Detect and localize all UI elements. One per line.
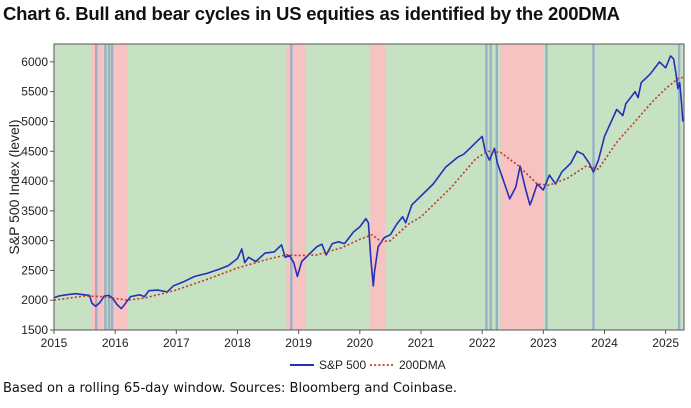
x-tick-label: 2022 <box>469 336 496 350</box>
y-tick-label: 6000 <box>21 55 48 69</box>
regime-shading <box>54 44 684 330</box>
legend-label-200dma: 200DMA <box>399 358 446 372</box>
chart: 1500 2000 2500 3000 3500 4000 4500 5000 5500 6000… <box>6 43 685 372</box>
transition-marker-5 <box>290 44 293 330</box>
x-tick-label: 2021 <box>408 336 435 350</box>
bear-regime-3 <box>286 44 306 330</box>
x-tick-label: 2025 <box>652 336 679 350</box>
x-tick-label: 2016 <box>102 336 129 350</box>
y-tick-label: 2000 <box>21 293 48 307</box>
series-lines <box>53 55 684 310</box>
legend: S&P 500 200DMA <box>290 358 446 372</box>
plot-frame <box>53 43 685 331</box>
x-tick-label: 2024 <box>591 336 618 350</box>
y-tick-label: 1500 <box>21 323 48 337</box>
chart-title: Chart 6. Bull and bear cycles in US equi… <box>3 3 620 24</box>
x-tick-label: 2023 <box>530 336 557 350</box>
bear-regime-4 <box>370 44 386 330</box>
y-tick-label: 4500 <box>21 144 48 158</box>
transition-marker-3 <box>107 44 111 330</box>
y-tick-label: 4000 <box>21 174 48 188</box>
source-note: Based on a rolling 65-day window. Source… <box>3 381 457 396</box>
axes: 1500 2000 2500 3000 3500 4000 4500 5000 5500 6000… <box>6 43 685 350</box>
transition-marker-2 <box>104 44 107 330</box>
y-tick-label: 5500 <box>21 85 48 99</box>
transition-marker-8 <box>495 44 499 330</box>
y-tick-label: 3500 <box>21 204 48 218</box>
y-tick-label: 5000 <box>21 114 48 128</box>
bear-regime-1 <box>91 44 103 330</box>
x-tick-label: 2019 <box>285 336 312 350</box>
transition-marker-9 <box>545 44 548 330</box>
x-tick-label: 2017 <box>163 336 190 350</box>
series-line-200dma <box>53 76 683 302</box>
transition-marker-7 <box>489 44 492 330</box>
transition-marker-6 <box>485 44 488 330</box>
bear-regime-2 <box>113 44 128 330</box>
x-tick-label: 2015 <box>41 336 68 350</box>
y-tick-label: 2500 <box>21 263 48 277</box>
y-axis-label: S&P 500 Index (level) <box>6 119 22 254</box>
transition-marker-11 <box>677 44 681 330</box>
series-line-sp500 <box>53 55 684 310</box>
x-tick-label: 2018 <box>224 336 251 350</box>
transition-marker-1 <box>95 44 98 330</box>
transition-marker-4 <box>110 44 114 330</box>
legend-label-sp500: S&P 500 <box>319 358 366 372</box>
x-tick-label: 2020 <box>346 336 373 350</box>
bull-regime-background <box>54 44 684 330</box>
y-tick-label: 3000 <box>21 234 48 248</box>
transition-marker-10 <box>592 44 595 330</box>
